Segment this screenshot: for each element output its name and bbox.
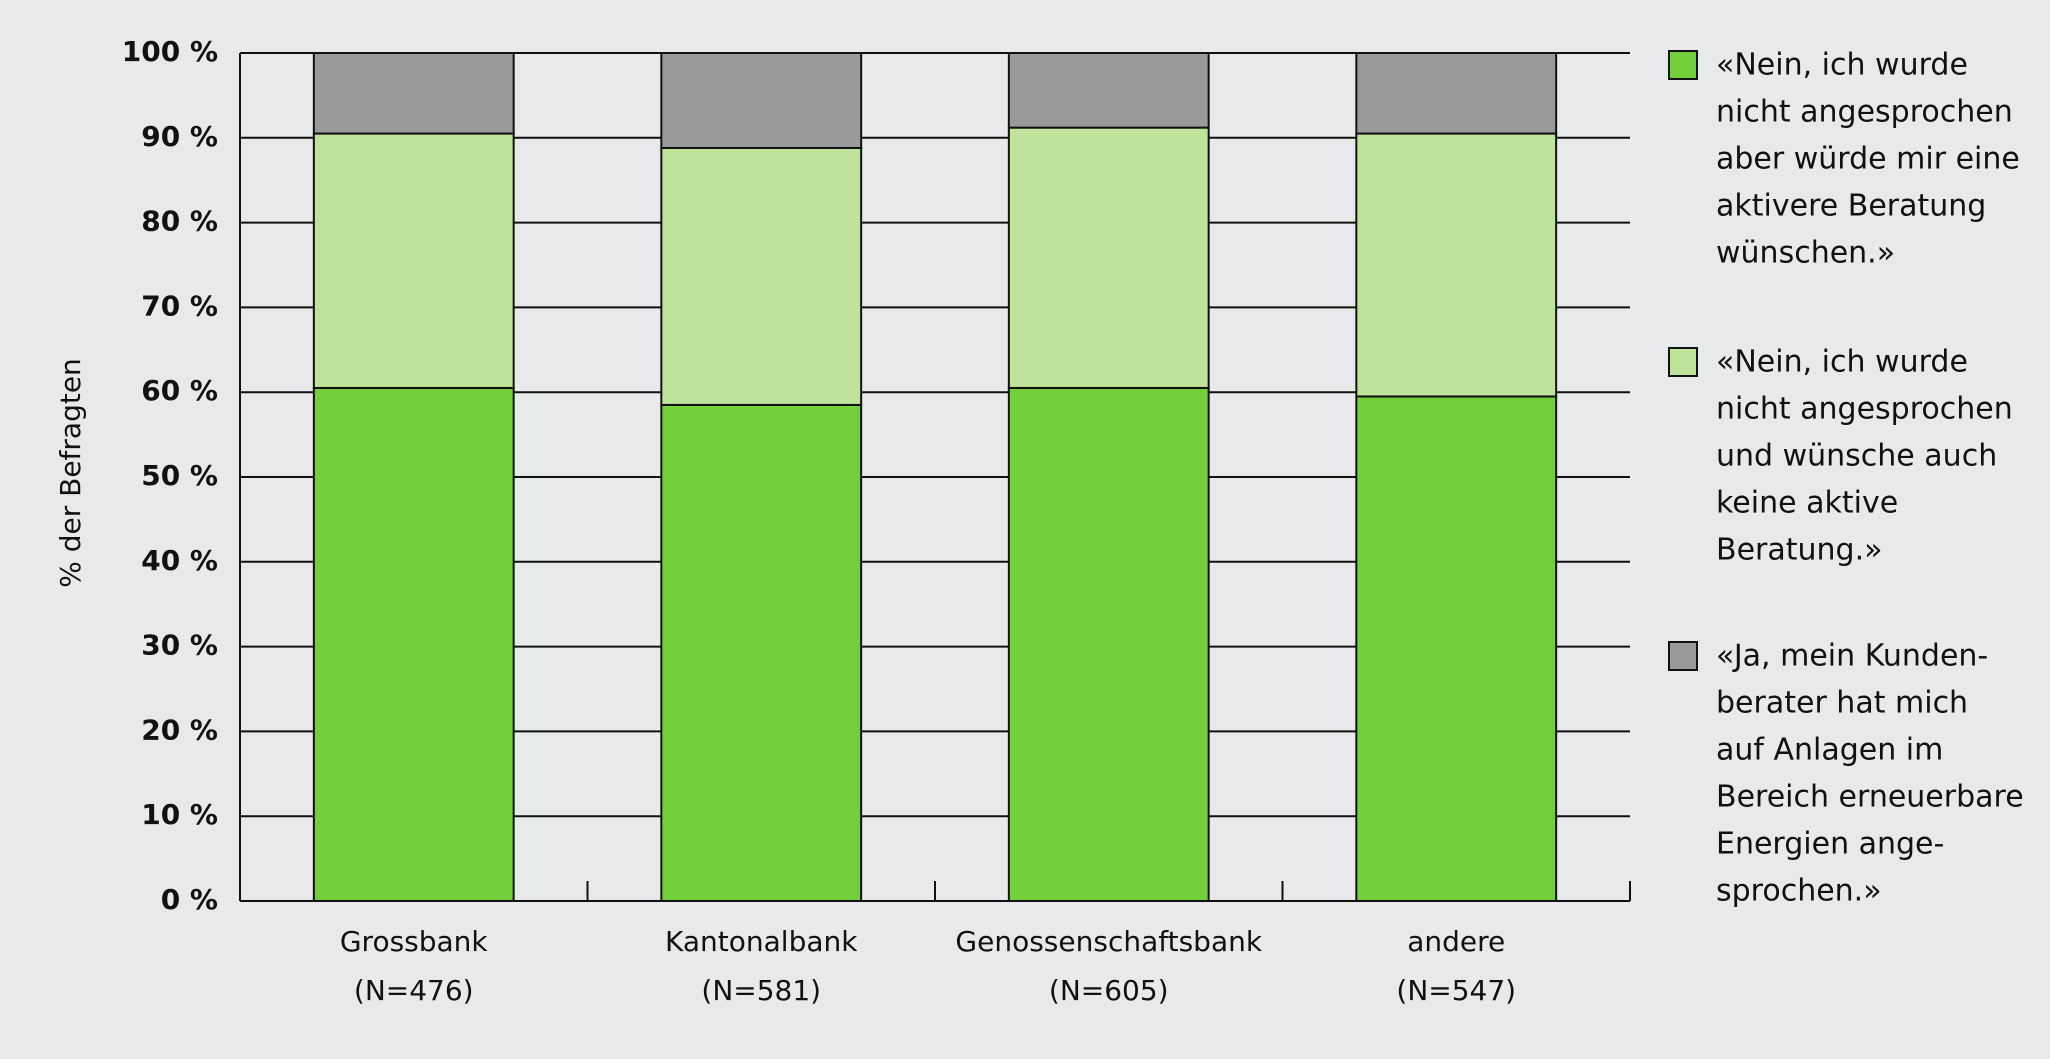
bar-segment — [1355, 395, 1558, 902]
x-tick-label: Grossbank — [340, 925, 489, 958]
legend-label: wünschen.» — [1716, 236, 1895, 271]
legend-label: Energien ange- — [1716, 827, 1944, 862]
bar-segment — [312, 132, 515, 389]
bar-segment — [1007, 52, 1210, 129]
y-tick-label: 40 % — [141, 544, 218, 577]
legend-label: sprochen.» — [1716, 874, 1882, 909]
y-tick-label: 70 % — [141, 289, 218, 322]
legend-label: «Nein, ich wurde — [1716, 345, 1968, 380]
bar-segment — [660, 52, 863, 149]
x-tick-label: (N=476) — [354, 974, 474, 1007]
bar-segment — [312, 386, 515, 902]
bar-segment — [312, 52, 515, 135]
y-tick-label: 30 % — [141, 629, 218, 662]
legend-label: Bereich erneuerbare — [1716, 780, 2024, 815]
y-tick-label: 100 % — [122, 35, 218, 68]
bar-segment — [1007, 386, 1210, 902]
y-axis-label: % der Befragten — [54, 358, 87, 588]
legend-label: «Nein, ich wurde — [1716, 48, 1968, 83]
y-tick-label: 0 % — [161, 883, 218, 916]
y-tick-label: 10 % — [141, 798, 218, 831]
bar-segment — [1355, 52, 1558, 135]
legend-label: auf Anlagen im — [1716, 733, 1943, 768]
x-tick-label: (N=605) — [1049, 974, 1169, 1007]
y-tick-label: 50 % — [141, 459, 218, 492]
legend-label: nicht angesprochen — [1716, 95, 2013, 130]
legend-swatch — [1668, 641, 1698, 671]
legend-label: aber würde mir eine — [1716, 142, 2020, 177]
legend-label: Beratung.» — [1716, 533, 1882, 568]
x-tick-label: andere — [1407, 925, 1505, 958]
legend-label: keine aktive — [1716, 486, 1898, 521]
y-tick-label: 60 % — [141, 374, 218, 407]
bar-segment — [1355, 132, 1558, 398]
x-tick-label: Genossenschaftsbank — [955, 925, 1262, 958]
legend-swatch — [1668, 347, 1698, 377]
y-tick-label: 90 % — [141, 120, 218, 153]
bar-segment — [1007, 126, 1210, 389]
bar-segment — [660, 403, 863, 902]
legend-label: und wünsche auch — [1716, 439, 1997, 474]
legend-swatch — [1668, 50, 1698, 80]
y-tick-label: 20 % — [141, 713, 218, 746]
y-tick-label: 80 % — [141, 205, 218, 238]
legend-label: «Ja, mein Kunden- — [1716, 639, 1988, 674]
bar-segment — [660, 146, 863, 406]
x-tick-label: Kantonalbank — [665, 925, 858, 958]
legend-label: aktivere Beratung — [1716, 189, 1986, 224]
x-tick-label: (N=581) — [701, 974, 821, 1007]
legend-label: berater hat mich — [1716, 686, 1968, 721]
legend-label: nicht angesprochen — [1716, 392, 2013, 427]
x-tick-label: (N=547) — [1396, 974, 1516, 1007]
